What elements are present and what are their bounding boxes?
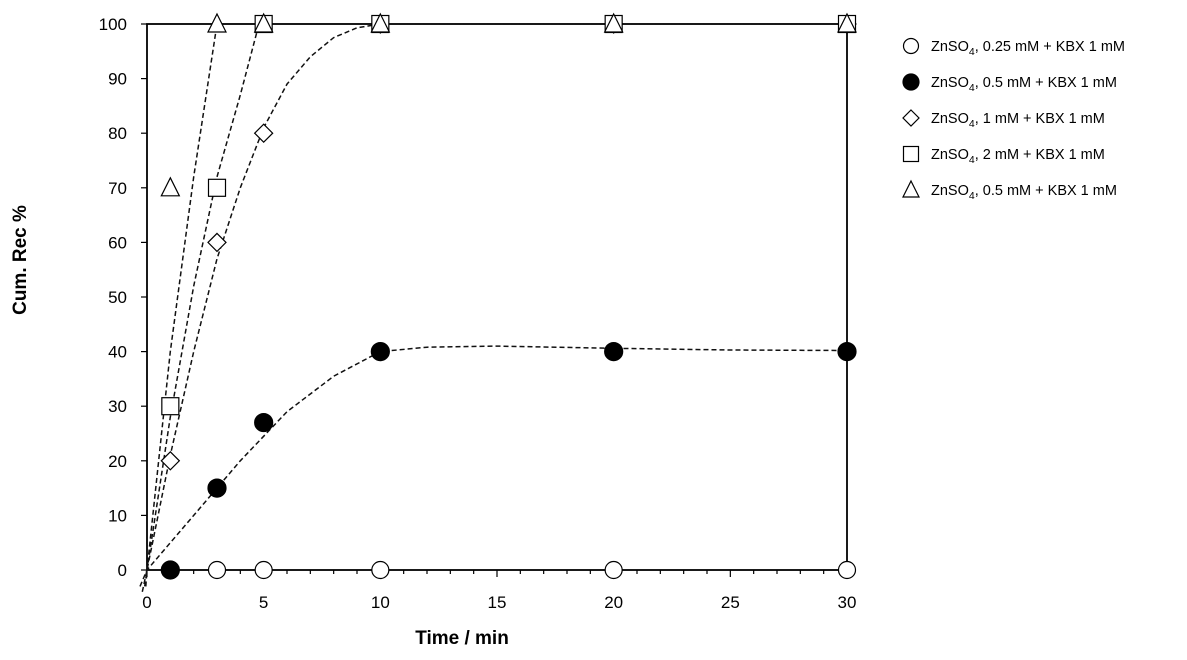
data-point-series-3: [253, 123, 274, 144]
data-point-series-1: [207, 560, 227, 580]
legend-label-2: ZnSO4, 0.5 mM + KBX 1 mM: [931, 75, 1117, 94]
x-tick-label: 0: [142, 593, 151, 612]
data-point-series-2: [837, 342, 857, 362]
data-point-series-4: [207, 178, 227, 197]
trend-lines: [139, 23, 848, 592]
legend-label-3: ZnSO4, 1 mM + KBX 1 mM: [931, 111, 1105, 130]
legend-label-5: ZnSO4, 0.5 mM + KBX 1 mM: [931, 183, 1117, 202]
data-point-series-5: [207, 12, 227, 33]
y-axis-title: Cum. Rec %: [10, 205, 31, 315]
y-tick-label: 40: [108, 343, 127, 362]
trend-line-series-2: [139, 345, 848, 587]
legend-marker-2: [902, 73, 920, 91]
data-point-series-1: [254, 560, 273, 580]
x-tick-label: 30: [838, 593, 857, 612]
data-point-series-1: [837, 560, 857, 580]
legend-label-1: ZnSO4, 0.25 mM + KBX 1 mM: [931, 39, 1125, 58]
trend-line-series-4: [143, 23, 260, 587]
data-point-series-5: [160, 176, 181, 197]
data-point-series-1: [371, 560, 390, 580]
x-axis-title: Time / min: [415, 628, 509, 649]
data-point-series-2: [207, 478, 227, 498]
plot-frame: [146, 23, 848, 571]
y-tick-label: 30: [108, 397, 127, 416]
y-tick-label: 70: [108, 179, 127, 198]
y-tick-label: 60: [108, 233, 127, 252]
legend: ZnSO4, 0.25 mM + KBX 1 mM ZnSO4, 0.5 mM +…: [902, 37, 1125, 202]
x-tick-label: 20: [604, 593, 623, 612]
legend-marker-4: [902, 145, 920, 163]
x-tick-label: 15: [488, 593, 507, 612]
trend-line-series-5: [145, 23, 218, 587]
legend-marker-5: [902, 179, 920, 198]
data-point-series-3: [207, 232, 227, 253]
trend-line-series-3: [141, 23, 847, 592]
legend-marker-1: [902, 37, 920, 55]
legend-label-4: ZnSO4, 2 mM + KBX 1 mM: [931, 147, 1105, 166]
y-tick-label: 50: [108, 288, 127, 307]
data-point-series-1: [604, 560, 623, 580]
y-tick-label: 20: [108, 452, 127, 471]
data-point-series-2: [160, 560, 180, 580]
data-point-series-2: [370, 342, 390, 362]
data-point-series-5: [603, 12, 624, 33]
x-tick-label: 25: [721, 593, 740, 612]
data-point-series-3: [160, 450, 181, 471]
y-tick-label: 0: [118, 561, 127, 580]
axes: 0 5 10 15 20 25 30 0 10 20 30 40 50 60 70 80 90 100: [99, 15, 857, 612]
data-point-series-5: [370, 12, 391, 33]
data-markers: [160, 12, 857, 580]
y-tick-label: 10: [108, 506, 127, 525]
data-point-series-5: [837, 12, 857, 33]
x-tick-label: 10: [371, 593, 390, 612]
y-tick-label: 100: [99, 15, 127, 34]
data-point-series-4: [161, 397, 180, 416]
data-point-series-2: [254, 412, 274, 433]
data-point-series-5: [253, 12, 274, 33]
x-tick-label: 5: [259, 593, 268, 612]
legend-marker-3: [902, 109, 920, 127]
data-point-series-2: [604, 342, 624, 362]
y-tick-label: 90: [108, 70, 127, 89]
y-tick-label: 80: [108, 124, 127, 143]
